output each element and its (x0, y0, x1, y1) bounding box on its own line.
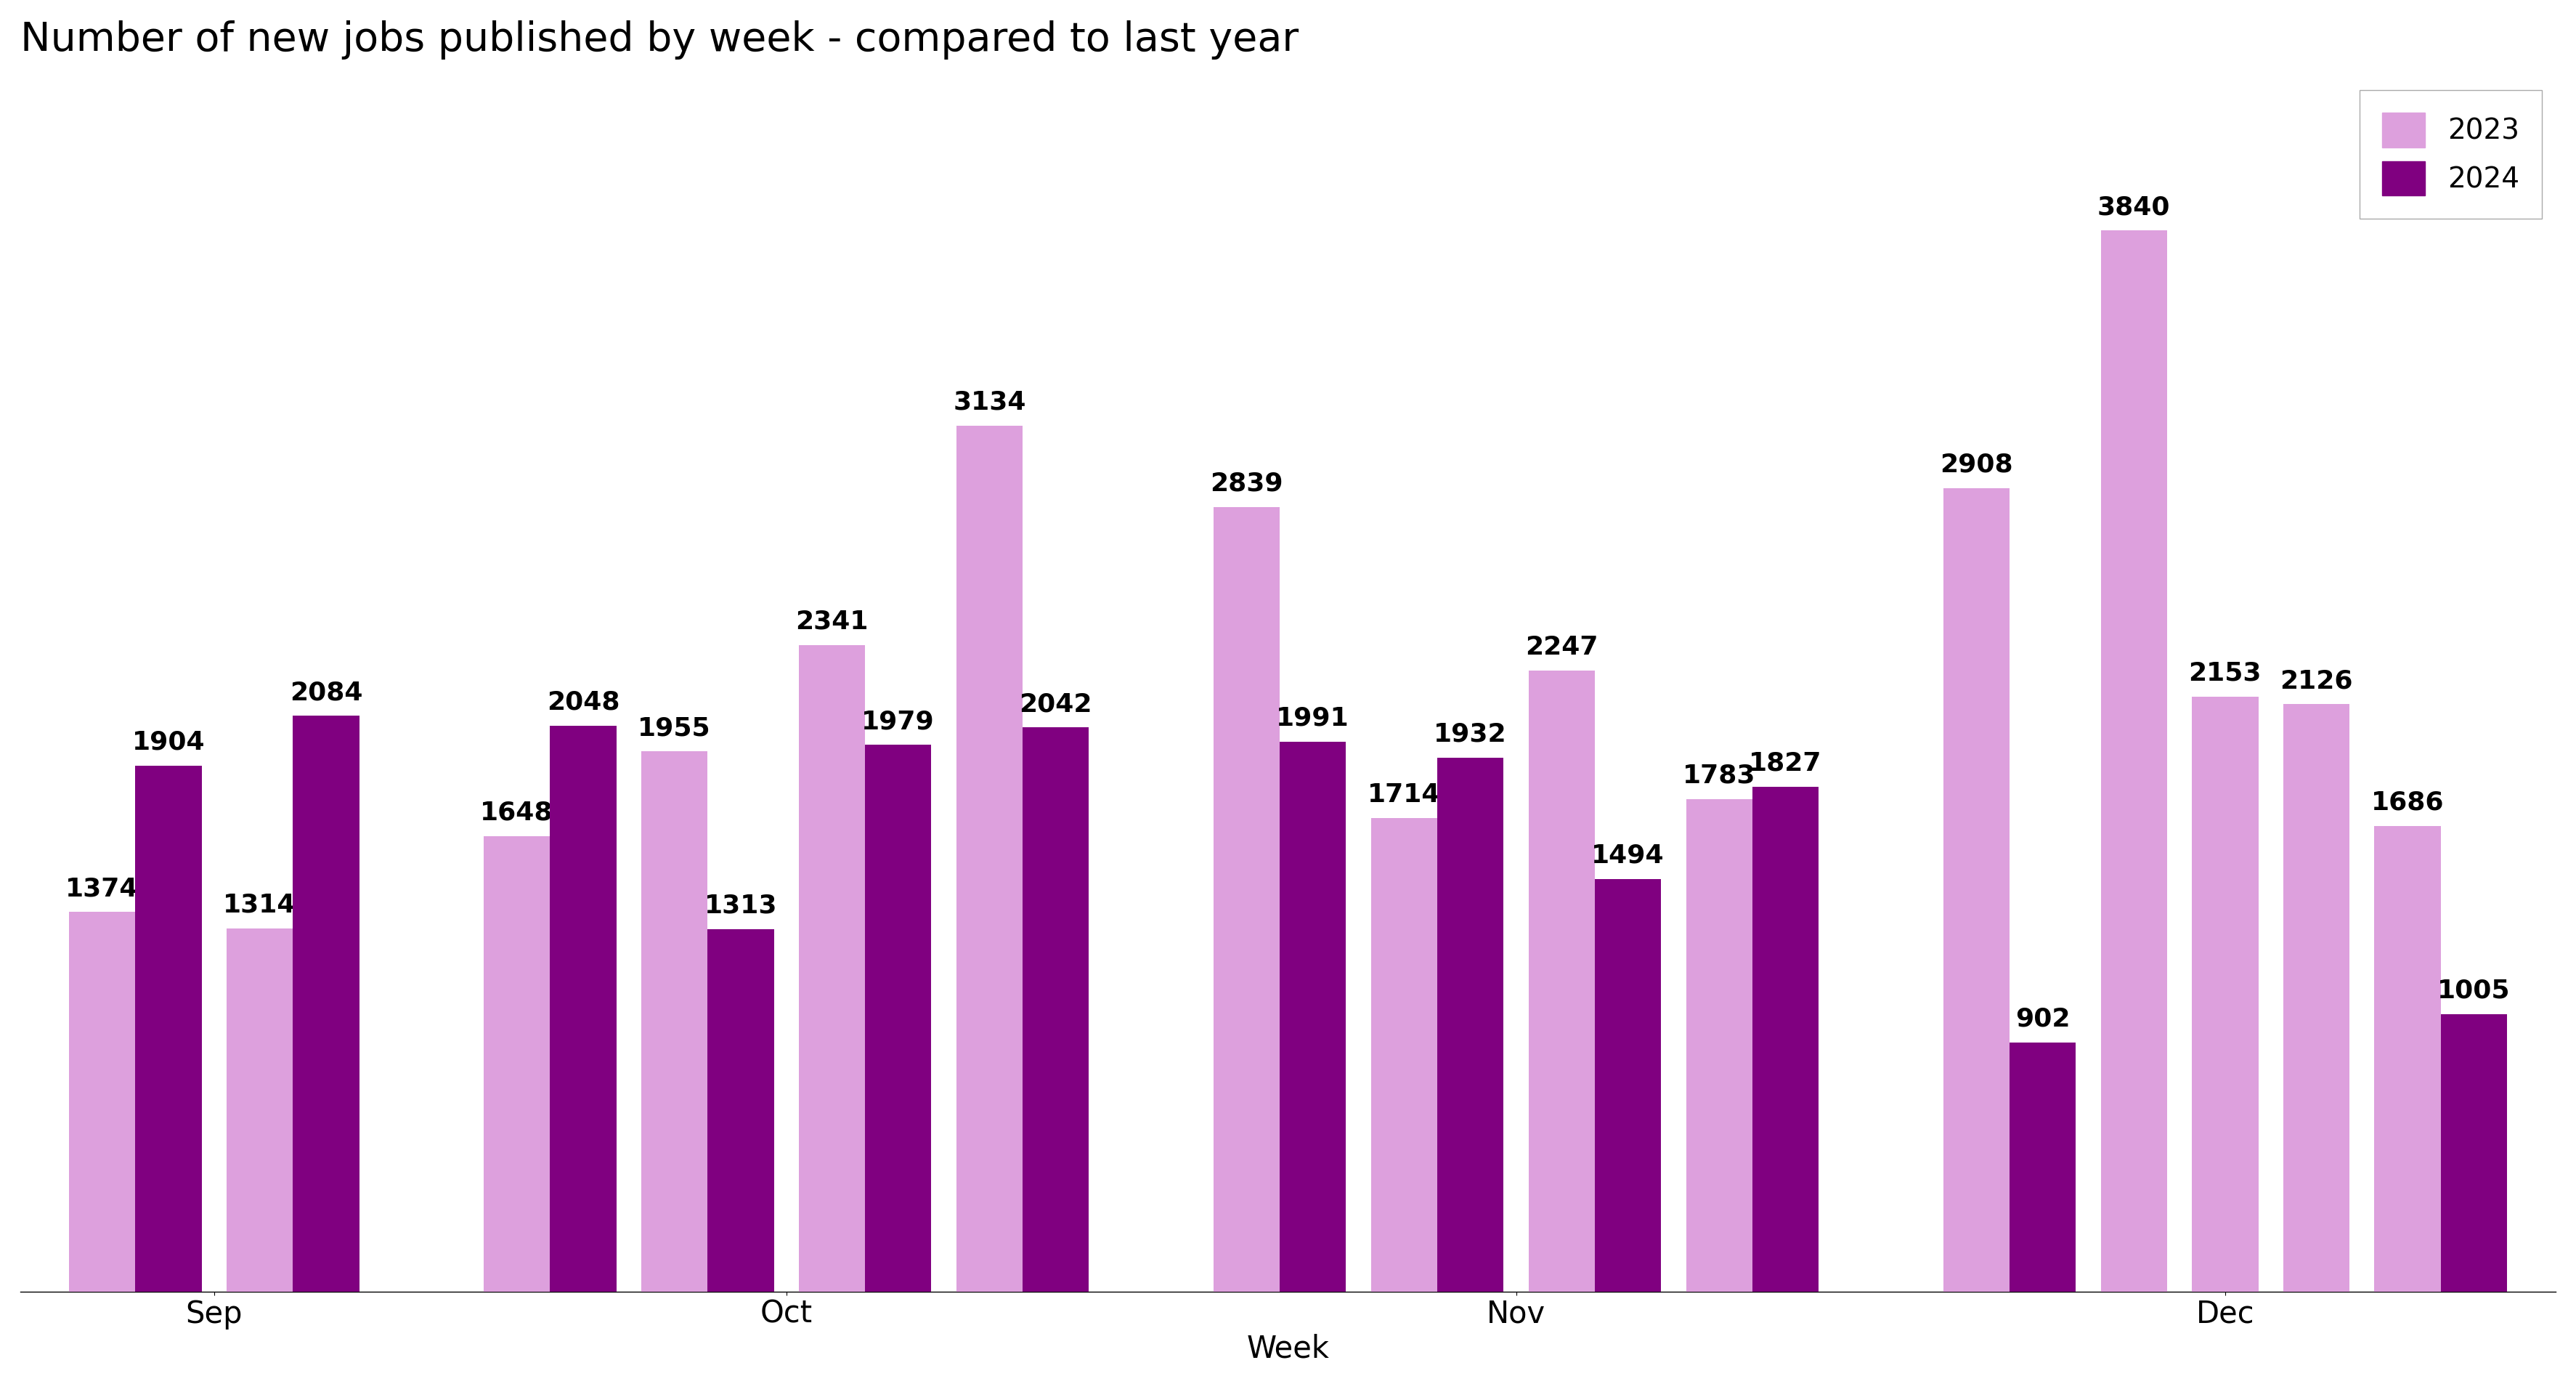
Text: 1648: 1648 (479, 800, 554, 825)
Bar (1280, 742, 1347, 1291)
Text: 2126: 2126 (2280, 668, 2352, 693)
Text: 1374: 1374 (64, 876, 139, 901)
Text: 1005: 1005 (2437, 978, 2512, 1003)
Bar (1437, 758, 1504, 1291)
Text: 2839: 2839 (1211, 472, 1283, 497)
Text: 1686: 1686 (2370, 790, 2445, 815)
Bar (2192, 696, 2259, 1291)
Text: 2084: 2084 (289, 680, 363, 704)
Bar (956, 426, 1023, 1291)
Bar (1023, 728, 1090, 1291)
Bar (484, 836, 549, 1291)
Text: 1955: 1955 (639, 716, 711, 740)
Bar (2282, 704, 2349, 1291)
Bar (294, 716, 358, 1291)
Bar (1595, 879, 1662, 1291)
Text: 2908: 2908 (1940, 453, 2012, 477)
Bar (1942, 489, 2009, 1291)
Text: 2247: 2247 (1525, 635, 1597, 660)
Bar (549, 725, 616, 1291)
Bar (799, 645, 866, 1291)
Text: 1979: 1979 (860, 709, 935, 734)
Bar (866, 745, 933, 1291)
Bar (1528, 671, 1595, 1291)
Bar (227, 929, 294, 1291)
X-axis label: Week: Week (1247, 1333, 1329, 1363)
Bar (137, 765, 201, 1291)
Bar (1752, 787, 1819, 1291)
Bar (70, 912, 137, 1291)
Bar (708, 929, 773, 1291)
Text: 1714: 1714 (1368, 782, 1440, 807)
Bar (1213, 508, 1280, 1291)
Text: 1904: 1904 (131, 729, 206, 754)
Text: 2042: 2042 (1020, 692, 1092, 717)
Text: 902: 902 (2014, 1006, 2071, 1031)
Text: 1313: 1313 (703, 893, 778, 918)
Bar (2099, 231, 2166, 1291)
Text: 1932: 1932 (1435, 722, 1507, 747)
Text: 2048: 2048 (546, 691, 621, 714)
Text: 2153: 2153 (2190, 662, 2262, 685)
Text: 3134: 3134 (953, 390, 1025, 415)
Text: 1827: 1827 (1749, 752, 1821, 776)
Legend: 2023, 2024: 2023, 2024 (2360, 90, 2543, 219)
Text: 1314: 1314 (224, 893, 296, 918)
Bar (1687, 799, 1752, 1291)
Bar (2009, 1042, 2076, 1291)
Text: 2341: 2341 (796, 609, 868, 634)
Text: 1783: 1783 (1682, 763, 1757, 787)
Text: 1991: 1991 (1275, 706, 1350, 731)
Text: 1494: 1494 (1592, 843, 1664, 868)
Bar (2439, 1014, 2506, 1291)
Text: Number of new jobs published by week - compared to last year: Number of new jobs published by week - c… (21, 21, 1298, 60)
Text: 3840: 3840 (2097, 195, 2172, 220)
Bar (1370, 818, 1437, 1291)
Bar (2375, 826, 2439, 1291)
Bar (641, 752, 708, 1291)
